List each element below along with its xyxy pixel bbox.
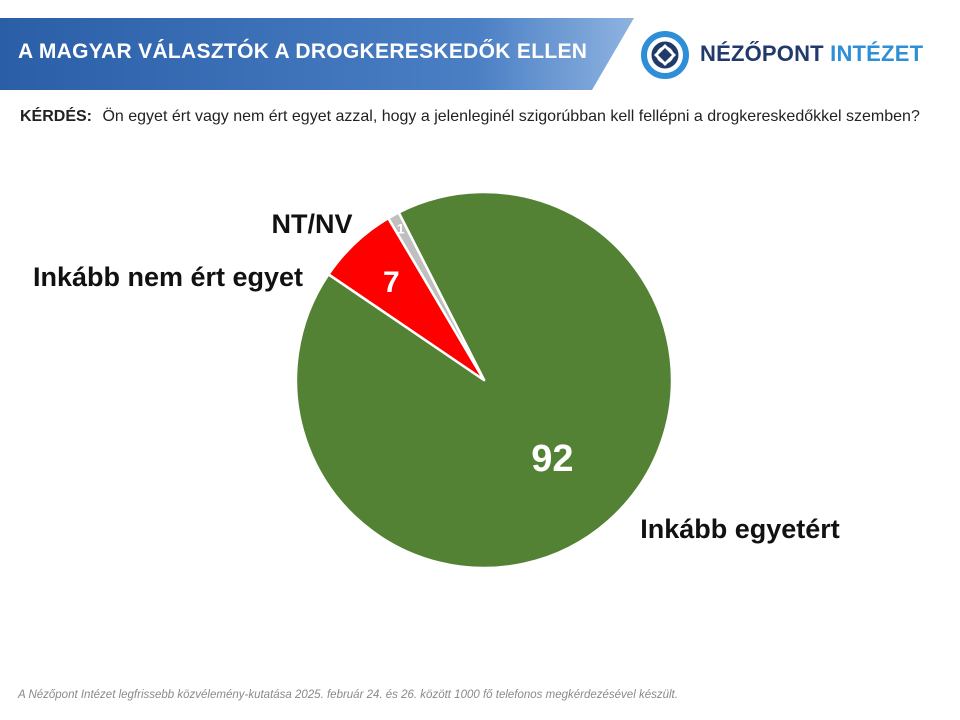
footnote: A Nézőpont Intézet legfrissebb közvélemé… — [18, 689, 678, 701]
logo-text: NÉZŐPONT INTÉZET — [700, 41, 923, 67]
banner-background — [0, 18, 634, 90]
pie-slice-nt-nv — [387, 211, 486, 382]
data-label-inkabb-egyetert: 92 — [531, 438, 573, 480]
logo-main: NÉZŐPONT — [700, 41, 824, 66]
logo-accent: INTÉZET — [830, 41, 924, 66]
data-label-inkabb-nem-ert-egyet: 7 — [383, 266, 400, 299]
page-title: A MAGYAR VÁLASZTÓK A DROGKERESKEDŐK ELLE… — [18, 40, 588, 63]
category-label-nt-nv: NT/NV — [272, 209, 353, 239]
pie-chart: 92 Inkább egyetért 7 Inkább nem ért egyet 1 N… — [33, 190, 840, 570]
question-label: KÉRDÉS: — [20, 108, 93, 125]
data-label-nt-nv: 1 — [397, 220, 405, 236]
question-text: Ön egyet ért vagy nem ért egyet azzal, h… — [102, 108, 920, 125]
category-label-inkabb-egyetert: Inkább egyetért — [640, 514, 840, 544]
title-banner: A MAGYAR VÁLASZTÓK A DROGKERESKEDŐK ELLE… — [0, 18, 640, 90]
logo: NÉZŐPONT INTÉZET — [640, 30, 940, 80]
nezopont-logo-icon — [641, 31, 689, 79]
question: KÉRDÉS: Ön egyet ért vagy nem ért egyet … — [20, 106, 925, 128]
category-label-inkabb-nem-ert-egyet: Inkább nem ért egyet — [33, 262, 303, 292]
